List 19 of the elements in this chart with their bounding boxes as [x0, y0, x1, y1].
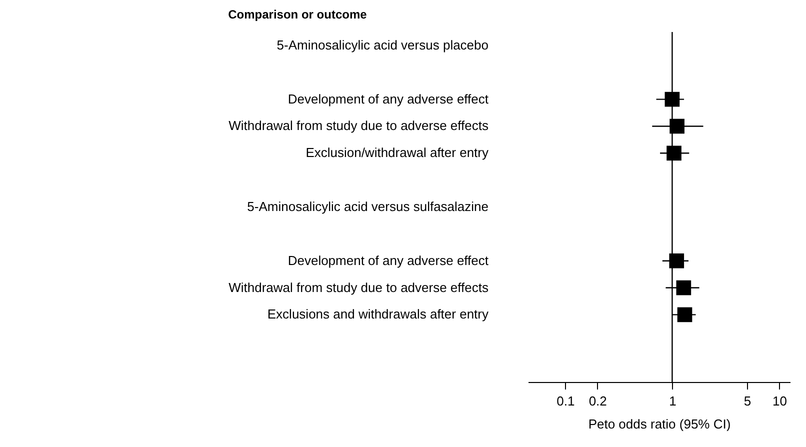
y-tick-label: 5-Aminosalicylic acid versus sulfasalazine: [247, 199, 488, 214]
point: [669, 253, 684, 268]
text: Comparison or outcome: [228, 7, 368, 22]
x-tick-label: 5: [744, 394, 752, 408]
y-tick-label: Withdrawal from study due to adverse effects: [228, 118, 489, 134]
y-tick-label: 5-Aminosalicylic acid versus placebo: [276, 37, 488, 52]
x-tick-label: 0.2: [588, 394, 607, 408]
x-tick-label: 10: [772, 394, 787, 408]
x-tick-label: 1: [669, 394, 676, 408]
y-tick-label: Development of any adverse effect: [288, 91, 489, 106]
y-tick-label: Withdrawal from study due to adverse effects: [228, 280, 489, 295]
point: [666, 146, 682, 161]
point: [676, 280, 692, 296]
x-axis-title: Peto odds ratio (95% CI): [588, 416, 731, 432]
x-tick-label: 0.1: [556, 394, 575, 408]
y-tick-label: Exclusions and withdrawals after entry: [267, 306, 489, 322]
point: [677, 307, 692, 322]
y-tick-label: Exclusion/withdrawal after entry: [306, 145, 489, 160]
y-tick-label: Development of any adverse effect: [288, 252, 489, 268]
